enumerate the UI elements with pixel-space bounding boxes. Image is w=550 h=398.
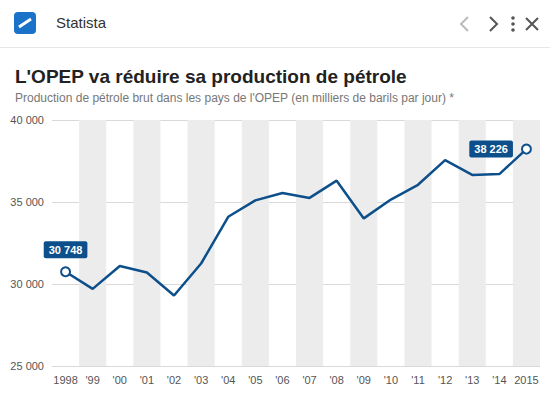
svg-text:30 748: 30 748	[49, 244, 83, 256]
svg-text:L'OPEP va réduire sa productio: L'OPEP va réduire sa production de pétro…	[15, 66, 407, 87]
svg-text:'03: '03	[194, 374, 208, 386]
svg-text:30 000: 30 000	[10, 278, 44, 290]
svg-text:40 000: 40 000	[10, 114, 44, 126]
svg-text:'10: '10	[384, 374, 398, 386]
svg-text:'99: '99	[85, 374, 99, 386]
svg-text:38 226: 38 226	[474, 143, 508, 155]
svg-text:1998: 1998	[53, 374, 77, 386]
svg-text:'09: '09	[357, 374, 371, 386]
svg-text:'00: '00	[113, 374, 127, 386]
html-text:Statista: Statista	[56, 14, 106, 31]
svg-text:2015: 2015	[514, 374, 538, 386]
svg-text:'06: '06	[275, 374, 289, 386]
svg-text:'11: '11	[411, 374, 425, 386]
svg-text:25 000: 25 000	[10, 360, 44, 372]
svg-text:'01: '01	[140, 374, 154, 386]
svg-text:'12: '12	[438, 374, 452, 386]
svg-text:35 000: 35 000	[10, 196, 44, 208]
svg-text:'13: '13	[465, 374, 479, 386]
svg-text:'14: '14	[492, 374, 506, 386]
svg-text:'07: '07	[302, 374, 316, 386]
svg-text:Production de pétrole brut dan: Production de pétrole brut dans les pays…	[15, 91, 454, 105]
svg-text:'05: '05	[248, 374, 262, 386]
svg-text:'04: '04	[221, 374, 235, 386]
svg-text:'08: '08	[329, 374, 343, 386]
svg-text:'02: '02	[167, 374, 181, 386]
